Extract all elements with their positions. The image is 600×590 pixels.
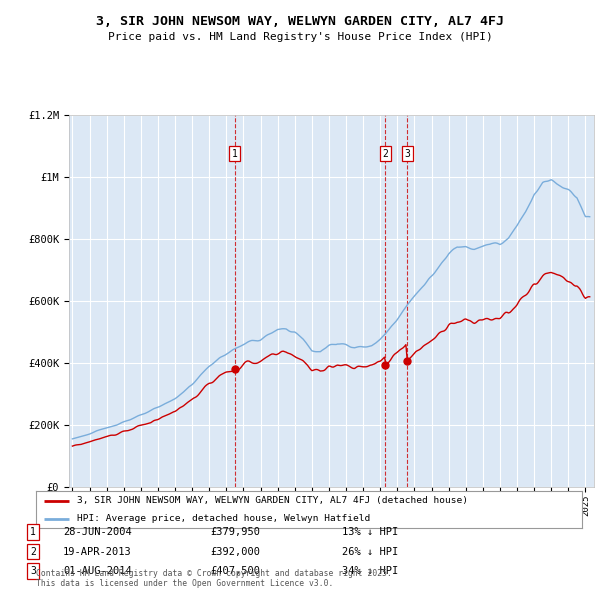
Text: 1: 1 (30, 527, 36, 537)
Text: 3, SIR JOHN NEWSOM WAY, WELWYN GARDEN CITY, AL7 4FJ: 3, SIR JOHN NEWSOM WAY, WELWYN GARDEN CI… (96, 15, 504, 28)
Text: £392,000: £392,000 (210, 547, 260, 556)
Text: 26% ↓ HPI: 26% ↓ HPI (342, 547, 398, 556)
Text: HPI: Average price, detached house, Welwyn Hatfield: HPI: Average price, detached house, Welw… (77, 514, 370, 523)
Text: Contains HM Land Registry data © Crown copyright and database right 2025.
This d: Contains HM Land Registry data © Crown c… (36, 569, 392, 588)
Text: 13% ↓ HPI: 13% ↓ HPI (342, 527, 398, 537)
Text: £407,500: £407,500 (210, 566, 260, 576)
Text: 3, SIR JOHN NEWSOM WAY, WELWYN GARDEN CITY, AL7 4FJ (detached house): 3, SIR JOHN NEWSOM WAY, WELWYN GARDEN CI… (77, 496, 468, 505)
Text: 01-AUG-2014: 01-AUG-2014 (63, 566, 132, 576)
Text: 1: 1 (232, 149, 238, 159)
Text: 3: 3 (404, 149, 410, 159)
Text: 2: 2 (30, 547, 36, 556)
Text: 34% ↓ HPI: 34% ↓ HPI (342, 566, 398, 576)
Text: 19-APR-2013: 19-APR-2013 (63, 547, 132, 556)
Text: £379,950: £379,950 (210, 527, 260, 537)
Text: 28-JUN-2004: 28-JUN-2004 (63, 527, 132, 537)
Text: Price paid vs. HM Land Registry's House Price Index (HPI): Price paid vs. HM Land Registry's House … (107, 32, 493, 42)
Text: 2: 2 (382, 149, 388, 159)
Text: 3: 3 (30, 566, 36, 576)
